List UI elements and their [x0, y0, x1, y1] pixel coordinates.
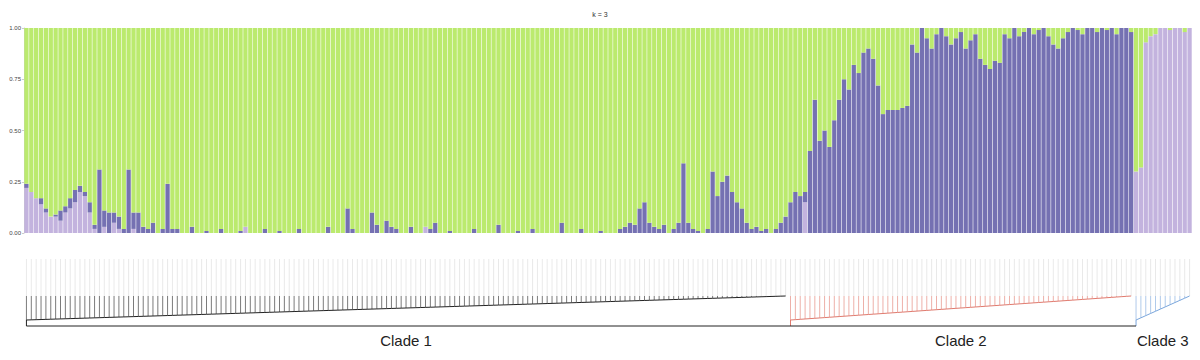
svg-text:k = 3: k = 3: [592, 11, 607, 18]
svg-text:Clade 2: Clade 2: [935, 332, 987, 349]
svg-text:0.75: 0.75: [9, 76, 21, 82]
svg-text:0.25: 0.25: [9, 179, 21, 185]
svg-text:Clade 1: Clade 1: [380, 332, 432, 349]
svg-text:1.00: 1.00: [9, 25, 21, 31]
svg-text:Clade 3: Clade 3: [1137, 332, 1189, 349]
svg-text:0.00: 0.00: [9, 230, 21, 236]
svg-text:0.50: 0.50: [9, 128, 21, 134]
